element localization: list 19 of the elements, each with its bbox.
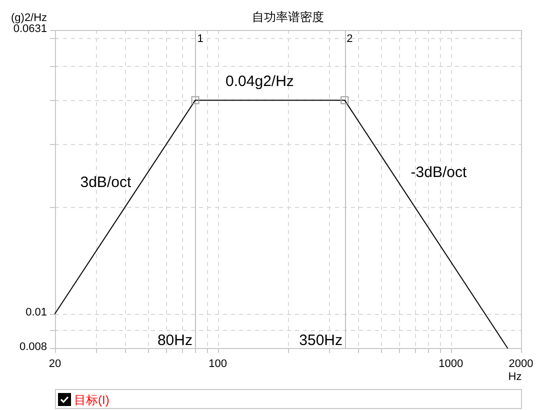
ref-line-label: 80Hz [157,332,192,349]
annotation: -3dB/oct [410,164,468,181]
y-axis-title: (g)2/Hz [11,12,48,24]
annotation: 3dB/oct [80,174,132,191]
annotation: 2 [346,33,353,45]
legend-label: 目标(I) [74,393,110,407]
x-axis-title: Hz [508,371,522,383]
y-tick-label: 0.0631 [13,23,47,35]
x-tick-label: 20 [48,358,62,370]
x-tick-label: 100 [208,358,228,370]
ref-line-label: 350Hz [299,332,342,349]
y-tick-label: 0.008 [19,341,47,353]
legend: 目标(I) [55,389,522,409]
y-tick-label: 0.01 [26,306,47,319]
annotation: 0.04g2/Hz [226,73,294,90]
x-tick-label: 2000 [508,358,534,370]
chart-title: 自功率谱密度 [252,10,324,24]
x-tick-label: 1000 [438,358,464,370]
annotation: 1 [197,33,204,45]
